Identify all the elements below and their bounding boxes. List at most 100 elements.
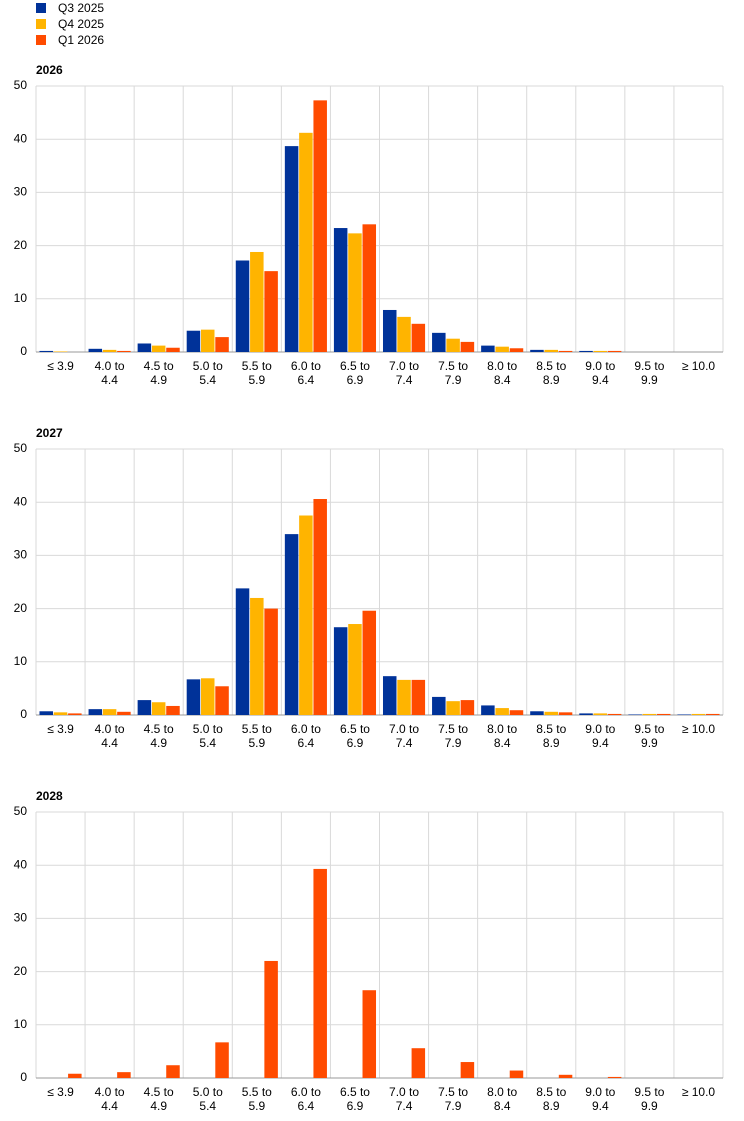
bar	[706, 713, 720, 715]
bar	[201, 329, 215, 352]
x-tick-label: 6.5 to 6.9	[340, 1085, 370, 1113]
y-tick-label: 50	[14, 441, 28, 455]
bar	[264, 608, 278, 715]
x-tick-label: ≥ 10.0	[682, 1085, 716, 1099]
y-tick-label: 10	[14, 1017, 28, 1031]
x-tick-label: 6.5 to 6.9	[340, 722, 370, 750]
bar	[607, 713, 622, 715]
bar	[166, 705, 180, 715]
bar	[558, 1074, 573, 1078]
bar	[558, 712, 573, 715]
x-tick-label: 5.0 to 5.4	[193, 722, 223, 750]
bar	[362, 990, 377, 1078]
x-tick-label: 8.5 to 8.9	[536, 1085, 566, 1113]
bar	[593, 350, 608, 352]
bar	[215, 337, 229, 352]
y-tick-label: 50	[14, 804, 28, 818]
x-tick-label: ≥ 10.0	[682, 359, 716, 373]
bar	[68, 1073, 82, 1078]
y-tick-label: 30	[14, 548, 28, 562]
bar	[481, 705, 495, 715]
bar	[151, 702, 166, 715]
bar	[579, 350, 593, 352]
bar	[642, 713, 657, 715]
bar	[313, 868, 327, 1078]
bar	[215, 686, 229, 715]
y-tick-label: 0	[20, 1070, 27, 1084]
bar	[509, 348, 524, 352]
bar	[53, 351, 68, 352]
x-tick-label: 9.0 to 9.4	[585, 1085, 615, 1113]
bar	[382, 676, 397, 715]
x-tick-label: 6.0 to 6.4	[291, 722, 321, 750]
y-tick-label: 20	[14, 601, 28, 615]
x-tick-label: 7.0 to 7.4	[389, 359, 419, 387]
panel-title: 2027	[36, 426, 63, 440]
bar	[68, 713, 82, 715]
x-tick-label: ≤ 3.9	[47, 1085, 74, 1099]
bar	[544, 349, 558, 352]
y-tick-label: 0	[20, 707, 27, 721]
bar	[656, 713, 671, 715]
x-tick-label: 7.0 to 7.4	[389, 722, 419, 750]
y-tick-label: 0	[20, 344, 27, 358]
y-tick-label: 10	[14, 654, 28, 668]
bar	[382, 309, 397, 352]
x-tick-label: 4.0 to 4.4	[95, 722, 125, 750]
bar	[333, 228, 348, 352]
bar	[53, 712, 68, 715]
bar	[250, 251, 264, 352]
bar	[460, 1062, 475, 1078]
bar	[607, 1076, 622, 1078]
bar	[411, 1048, 426, 1078]
bar	[397, 679, 411, 715]
x-tick-label: 5.5 to 5.9	[242, 1085, 272, 1113]
bar	[215, 1042, 229, 1078]
legend-swatch	[36, 3, 46, 13]
x-tick-label: 9.5 to 9.9	[634, 722, 664, 750]
x-tick-label: 4.5 to 4.9	[144, 722, 174, 750]
bar	[607, 350, 622, 352]
x-tick-label: 7.0 to 7.4	[389, 1085, 419, 1113]
y-tick-label: 40	[14, 494, 28, 508]
bar	[151, 345, 166, 352]
x-tick-label: 5.0 to 5.4	[193, 1085, 223, 1113]
bar	[593, 713, 608, 715]
bar	[102, 709, 117, 715]
x-tick-label: 5.0 to 5.4	[193, 359, 223, 387]
x-tick-label: 8.0 to 8.4	[487, 722, 517, 750]
bar	[166, 1065, 180, 1078]
bar	[628, 714, 642, 715]
legend-label: Q4 2025	[58, 17, 104, 31]
bar	[411, 323, 426, 352]
legend-label: Q1 2026	[58, 33, 104, 47]
y-tick-label: 10	[14, 291, 28, 305]
bar	[137, 343, 152, 352]
y-tick-label: 30	[14, 911, 28, 925]
bar	[348, 233, 362, 352]
bar	[446, 701, 460, 715]
y-tick-label: 40	[14, 857, 28, 871]
bar	[117, 1072, 131, 1078]
x-tick-label: 9.5 to 9.9	[634, 1085, 664, 1113]
x-tick-label: 8.0 to 8.4	[487, 359, 517, 387]
x-tick-label: 6.0 to 6.4	[291, 1085, 321, 1113]
bar	[264, 960, 278, 1078]
bar	[432, 696, 446, 715]
panel-title: 2028	[36, 789, 63, 803]
bar	[348, 624, 362, 715]
x-tick-label: 9.5 to 9.9	[634, 359, 664, 387]
x-tick-label: 5.5 to 5.9	[242, 359, 272, 387]
x-tick-label: 6.0 to 6.4	[291, 359, 321, 387]
bar	[362, 224, 377, 352]
y-tick-label: 40	[14, 131, 28, 145]
bar	[201, 678, 215, 715]
bar	[481, 345, 495, 352]
bar	[117, 711, 131, 715]
y-tick-label: 30	[14, 185, 28, 199]
y-tick-label: 20	[14, 238, 28, 252]
bar	[362, 610, 377, 715]
bar	[264, 271, 278, 352]
